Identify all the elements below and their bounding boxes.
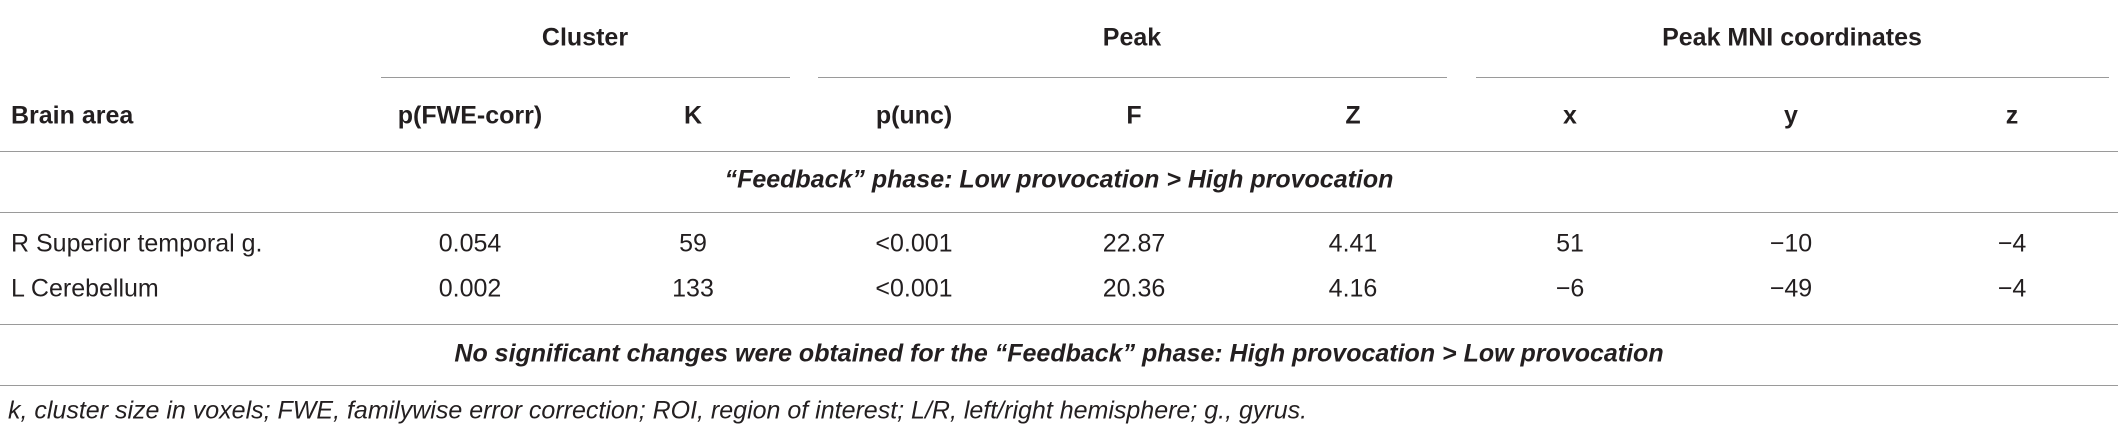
body-rule	[0, 324, 2118, 325]
cell: 20.36	[1102, 274, 1166, 303]
cell: −10	[1769, 229, 1813, 258]
column-header: x	[1563, 101, 1577, 130]
cell: 4.41	[1328, 229, 1378, 258]
column-header: Brain area	[11, 101, 134, 130]
section-title: “Feedback” phase: Low provocation > High…	[724, 165, 1394, 194]
cell: <0.001	[875, 274, 953, 303]
column-header: p(FWE-corr)	[397, 101, 543, 130]
column-header: K	[683, 101, 703, 130]
header-rule	[0, 151, 2118, 152]
cell: 59	[679, 229, 707, 258]
section-rule	[0, 212, 2118, 213]
column-header: F	[1126, 101, 1142, 130]
cell: 133	[672, 274, 714, 303]
column-header: z	[2005, 101, 2019, 130]
cell: −4	[1997, 229, 2027, 258]
group-header: Peak MNI coordinates	[1662, 23, 1922, 52]
cell: 0.002	[438, 274, 502, 303]
group-rule	[818, 77, 1447, 78]
cell: 0.054	[438, 229, 502, 258]
column-header: y	[1784, 101, 1798, 130]
cell: −4	[1997, 274, 2027, 303]
cell: 4.16	[1328, 274, 1378, 303]
column-header: p(unc)	[875, 101, 953, 130]
cell: −49	[1769, 274, 1813, 303]
footnote: k, cluster size in voxels; FWE, familywi…	[8, 396, 1308, 425]
group-rule	[381, 77, 790, 78]
cell: R Superior temporal g.	[11, 229, 263, 258]
group-header: Cluster	[541, 23, 629, 52]
cell: 51	[1556, 229, 1584, 258]
column-header: Z	[1345, 101, 1361, 130]
cell: <0.001	[875, 229, 953, 258]
group-header: Peak	[1102, 23, 1162, 52]
note-rule	[0, 385, 2118, 386]
group-rule	[1476, 77, 2109, 78]
note: No significant changes were obtained for…	[454, 339, 1664, 368]
cell: L Cerebellum	[11, 274, 159, 303]
cell: 22.87	[1102, 229, 1166, 258]
cell: −6	[1555, 274, 1585, 303]
